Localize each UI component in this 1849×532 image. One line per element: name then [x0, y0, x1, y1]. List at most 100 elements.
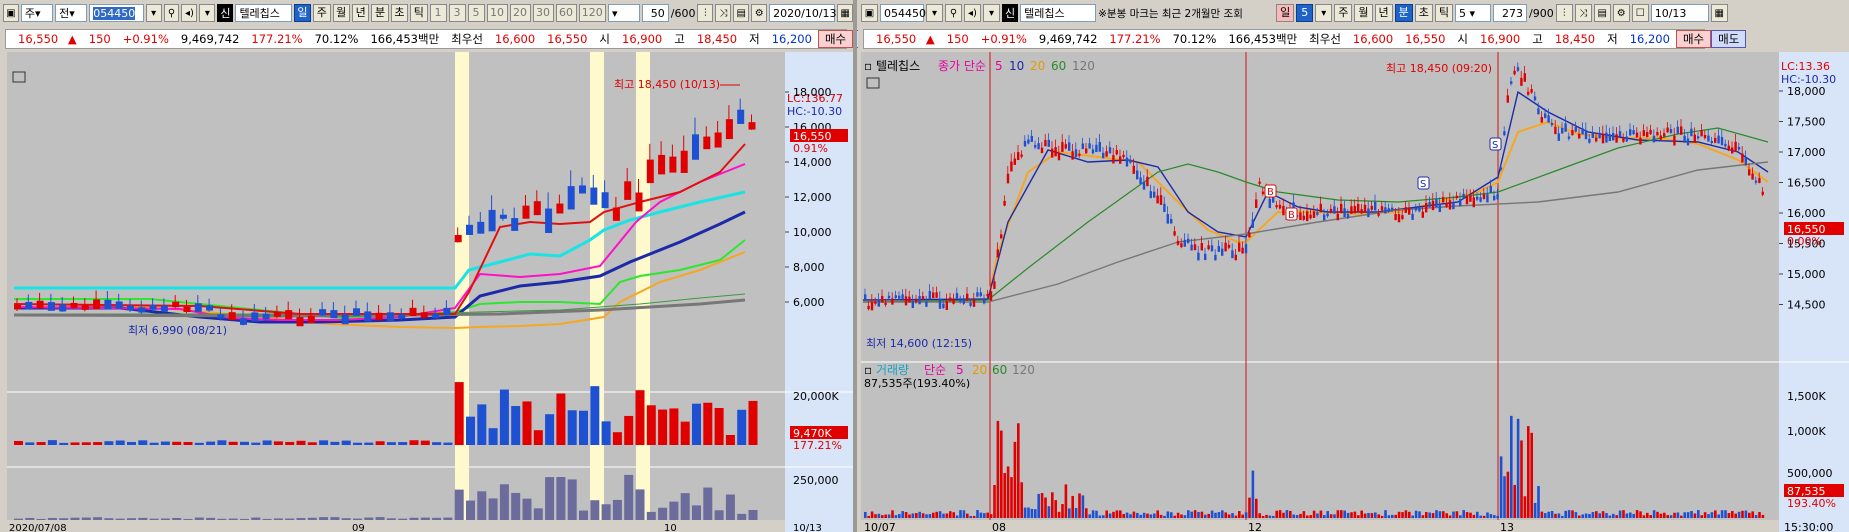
sell-button[interactable]: 매도 — [1711, 30, 1747, 48]
date-input[interactable]: 2020/10/13 — [769, 4, 837, 22]
view-select[interactable]: 전 ▾ — [55, 4, 88, 22]
count-input[interactable]: 50 — [642, 4, 669, 22]
volume-bar — [646, 405, 656, 445]
search-icon[interactable]: ⚲ — [163, 4, 180, 22]
date-input[interactable]: 10/13 — [1650, 4, 1709, 22]
period-tick-button[interactable]: 틱 — [410, 4, 428, 22]
candle-body — [319, 309, 327, 316]
type-select[interactable]: 주 ▾ — [20, 4, 54, 22]
dropdown-arrow-icon[interactable]: ▾ — [145, 4, 162, 22]
candle-body — [183, 306, 191, 313]
tool-icon[interactable]: ⤨ — [1574, 4, 1592, 22]
candle-body — [1527, 91, 1530, 95]
minute-30-button[interactable]: 30 — [532, 4, 554, 22]
period-minute-button[interactable]: 분 — [371, 4, 389, 22]
period-day-button[interactable]: 일 — [293, 4, 312, 22]
candle-body — [1754, 180, 1758, 183]
price-value: 16,550 — [18, 32, 59, 46]
volume-bar — [1204, 514, 1207, 518]
gear-icon[interactable]: ⚙ — [1612, 4, 1630, 22]
minute-10-button[interactable]: 10 — [486, 4, 508, 22]
candle-body — [1346, 214, 1350, 219]
candle-body — [1578, 133, 1581, 139]
candle-body — [1635, 132, 1639, 138]
option-arrow-icon[interactable]: ▾ — [983, 4, 1000, 22]
buy-button[interactable]: 매수 — [817, 30, 854, 48]
period-month-button[interactable]: 월 — [332, 4, 350, 22]
candle-body — [949, 297, 952, 301]
volume-bar — [949, 511, 952, 518]
volume-bar — [1027, 507, 1030, 518]
minute-1-button[interactable]: 1 — [429, 4, 447, 22]
buy-button[interactable]: 매수 — [1675, 30, 1712, 48]
gear-icon[interactable]: ⚙ — [751, 4, 768, 22]
candle-body — [1163, 203, 1166, 213]
stock-name-field[interactable]: 텔레칩스 — [1020, 4, 1097, 22]
tool-icon[interactable]: ⤨ — [715, 4, 732, 22]
calendar-icon[interactable]: ▦ — [837, 4, 854, 22]
period-5-arrow-icon[interactable]: ▾ — [1315, 4, 1333, 22]
volume-bar — [989, 514, 993, 518]
dropdown-arrow-icon[interactable]: ▾ — [926, 4, 943, 22]
candle-body — [1435, 199, 1438, 208]
period-day-button[interactable]: 일 — [1276, 4, 1295, 22]
volume-bar — [1656, 511, 1659, 518]
chart-settings-icon[interactable] — [866, 77, 880, 89]
save-icon[interactable]: ▤ — [733, 4, 750, 22]
speaker-icon[interactable]: ◂) — [181, 4, 198, 22]
minute-5-button[interactable]: 5 — [467, 4, 485, 22]
period-second-button[interactable]: 초 — [1414, 4, 1433, 22]
candle-body — [432, 313, 440, 319]
pane-splitter[interactable] — [853, 0, 857, 532]
best-label: 최우선 — [451, 32, 483, 46]
minute-custom-select[interactable]: ▾ — [608, 4, 641, 22]
period-minute-button[interactable]: 분 — [1394, 4, 1413, 22]
candle-body — [579, 185, 586, 194]
period-week-button[interactable]: 주 — [313, 4, 331, 22]
sub-bar — [138, 517, 148, 520]
period-year-button[interactable]: 년 — [1374, 4, 1393, 22]
window-icon[interactable]: ▣ — [861, 4, 878, 22]
stock-code-input[interactable]: 054450 — [880, 4, 926, 22]
volume-bar — [1040, 493, 1044, 518]
chart-settings-icon[interactable] — [12, 71, 26, 83]
period-second-button[interactable]: 초 — [390, 4, 409, 22]
minute-60-button[interactable]: 60 — [555, 4, 577, 22]
candle-body — [194, 303, 202, 312]
period-month-button[interactable]: 월 — [1354, 4, 1373, 22]
checkbox-icon[interactable]: ☐ — [1631, 4, 1649, 22]
period-week-button[interactable]: 주 — [1334, 4, 1353, 22]
candle-body — [1183, 239, 1186, 247]
period-year-button[interactable]: 년 — [351, 4, 370, 22]
search-icon[interactable]: ⚲ — [945, 4, 962, 22]
credit-badge: 신 — [1002, 4, 1019, 22]
candle-body — [1159, 195, 1163, 205]
chart-type-icon[interactable]: ⫶ — [1555, 4, 1573, 22]
option-arrow-icon[interactable]: ▾ — [199, 4, 216, 22]
volume-bar — [522, 401, 532, 445]
volume-bar — [1520, 440, 1523, 518]
speaker-icon[interactable]: ◂) — [964, 4, 981, 22]
window-icon[interactable]: ▣ — [3, 4, 19, 22]
sub-bar — [511, 492, 521, 520]
stock-name-field[interactable]: 텔레칩스 — [235, 4, 292, 22]
interval-select[interactable]: 5 ▾ — [1455, 4, 1491, 22]
volume-bar — [1700, 515, 1703, 518]
stock-code-input[interactable]: 054450 — [89, 4, 144, 22]
candle-body — [1537, 108, 1540, 115]
save-icon[interactable]: ▤ — [1593, 4, 1611, 22]
minute-20-button[interactable]: 20 — [509, 4, 531, 22]
volume-bar — [1581, 514, 1584, 518]
sub-bar — [206, 517, 216, 520]
best-buy: 16,550 — [547, 32, 588, 46]
candle-body — [1588, 138, 1591, 143]
candle-body — [1727, 145, 1730, 151]
period-5-button[interactable]: 5 — [1296, 4, 1314, 22]
chart-type-icon[interactable]: ⫶ — [697, 4, 714, 22]
low-note: 최저 14,600 (12:15) — [866, 337, 972, 350]
minute-3-button[interactable]: 3 — [448, 4, 466, 22]
count-input[interactable]: 273 — [1493, 4, 1527, 22]
calendar-icon[interactable]: ▦ — [1710, 4, 1728, 22]
minute-120-button[interactable]: 120 — [578, 4, 607, 22]
period-tick-button[interactable]: 틱 — [1434, 4, 1453, 22]
